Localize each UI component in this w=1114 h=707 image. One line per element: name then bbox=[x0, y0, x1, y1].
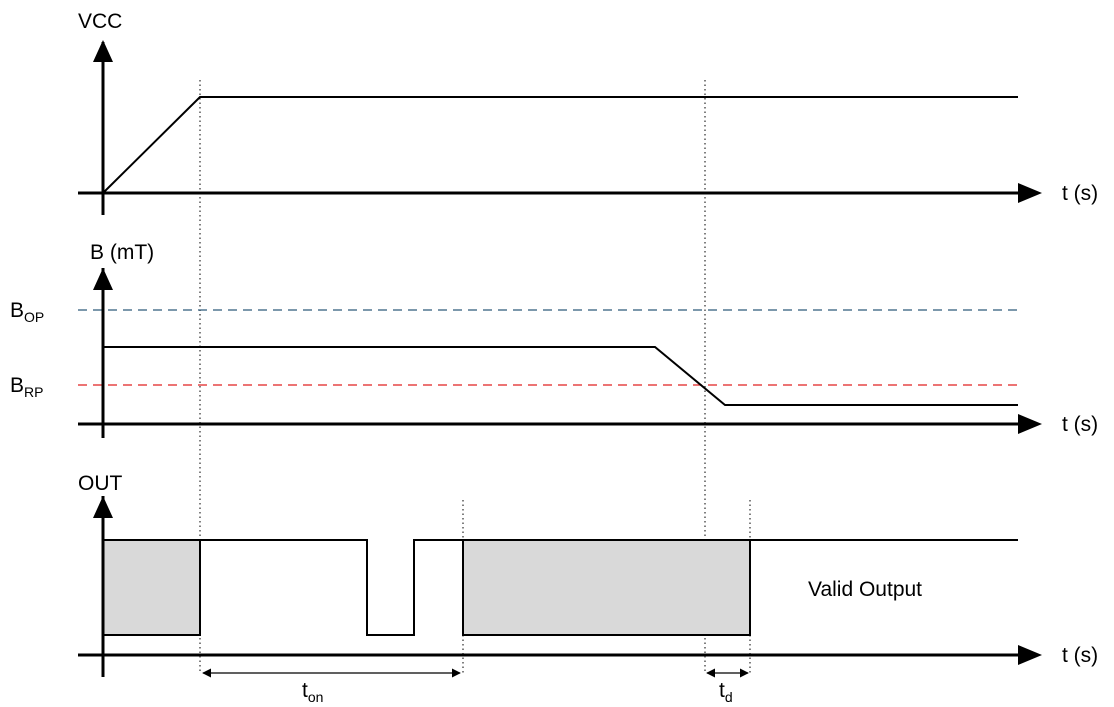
brp-label: BRP bbox=[10, 374, 43, 400]
vcc-panel: VCC t (s) bbox=[78, 10, 1098, 215]
field-y-arrow bbox=[93, 268, 113, 290]
out-waveform bbox=[199, 539, 463, 636]
invalid-output-region-startup bbox=[102, 539, 201, 636]
field-x-arrow bbox=[1018, 414, 1042, 434]
ton-annotation: ton bbox=[202, 668, 461, 705]
field-axis-label: B (mT) bbox=[90, 241, 154, 264]
vcc-y-arrow bbox=[93, 40, 113, 62]
invalid-output-region-switch bbox=[462, 539, 751, 636]
field-waveform bbox=[103, 346, 1018, 406]
vcc-waveform bbox=[102, 96, 1018, 194]
out-time-label: t (s) bbox=[1062, 644, 1098, 667]
vcc-axis-label: VCC bbox=[78, 10, 122, 33]
valid-output-label: Valid Output bbox=[808, 578, 922, 601]
field-time-label: t (s) bbox=[1062, 413, 1098, 436]
bop-label: BOP bbox=[10, 299, 44, 325]
out-axis-label: OUT bbox=[78, 472, 123, 495]
vcc-time-label: t (s) bbox=[1062, 182, 1098, 205]
out-x-arrow bbox=[1018, 645, 1042, 665]
out-y-arrow bbox=[93, 496, 113, 518]
td-annotation: td bbox=[706, 668, 749, 705]
ton-label: ton bbox=[302, 679, 323, 705]
field-panel: B (mT) t (s) BOP BRP bbox=[10, 241, 1098, 438]
out-panel: OUT t (s) Valid Output bbox=[78, 472, 1098, 677]
td-label: td bbox=[719, 679, 733, 705]
vcc-x-arrow bbox=[1018, 183, 1042, 203]
